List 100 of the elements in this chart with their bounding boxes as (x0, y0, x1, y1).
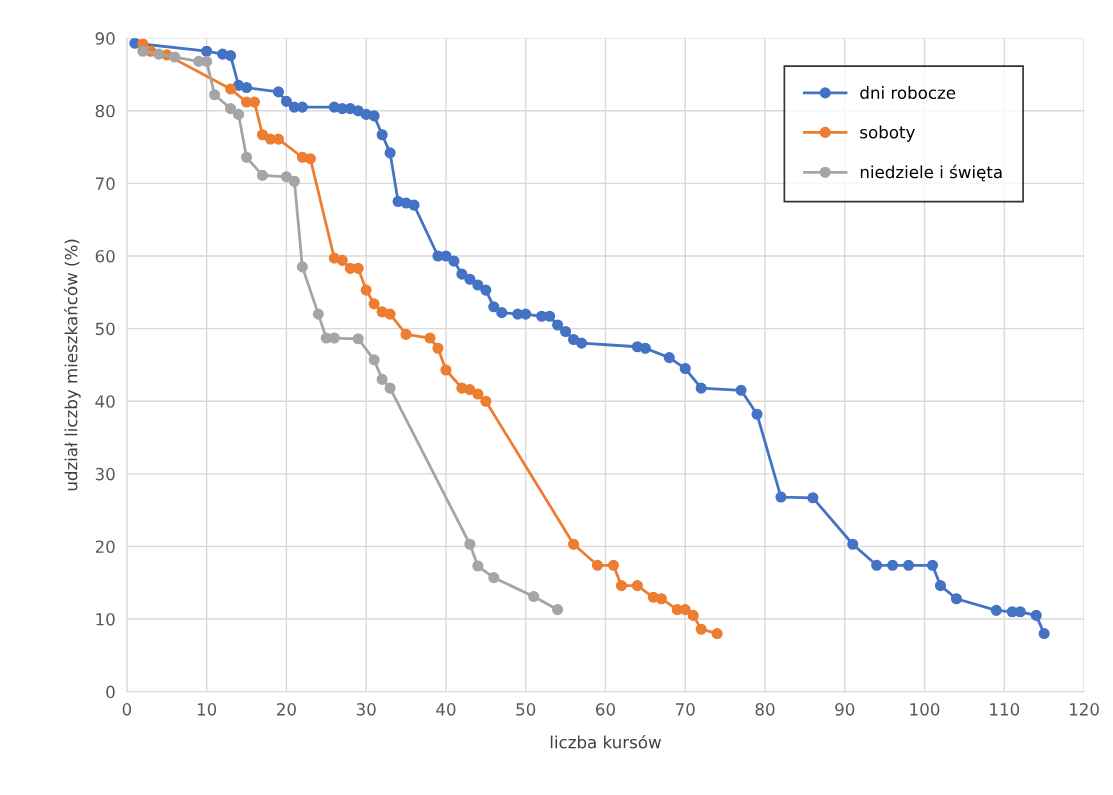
point (847, 538, 859, 550)
point (695, 623, 707, 635)
point (472, 388, 484, 400)
point (272, 86, 284, 98)
point (368, 110, 380, 122)
x-tick-label: 110 (990, 703, 1020, 716)
point (735, 384, 747, 396)
y-tick-label: 80 (95, 104, 115, 118)
legend-label: niedziele i święta (860, 164, 1002, 182)
y-tick-label: 70 (95, 177, 115, 190)
point (240, 151, 253, 163)
point (225, 103, 237, 115)
legend-label: soboty (860, 125, 915, 142)
y-tick-label: 90 (95, 32, 115, 45)
point (232, 108, 245, 120)
point (256, 169, 269, 181)
point (408, 199, 420, 211)
point (304, 153, 316, 165)
point (751, 408, 763, 420)
point (201, 55, 213, 67)
point (384, 382, 396, 394)
point (209, 89, 221, 101)
point (153, 48, 165, 60)
point (169, 51, 181, 63)
point (225, 83, 237, 95)
point (552, 319, 564, 331)
point (1038, 628, 1050, 640)
point (615, 580, 627, 592)
x-tick-label: 30 (356, 703, 376, 716)
point (472, 560, 484, 572)
y-tick-label: 10 (96, 613, 115, 626)
point (352, 105, 364, 117)
point (464, 273, 476, 285)
x-tick-label: 0 (122, 703, 132, 716)
point (639, 342, 651, 354)
point (496, 307, 508, 319)
point (472, 279, 484, 291)
point (352, 333, 364, 345)
point (336, 254, 348, 266)
point (384, 308, 396, 320)
point (480, 284, 492, 296)
point (288, 175, 300, 187)
point (568, 333, 580, 346)
point (368, 298, 380, 310)
point (871, 559, 883, 571)
x-tick-label: 40 (436, 703, 456, 716)
point (225, 50, 237, 62)
point (552, 604, 564, 616)
point (201, 45, 213, 57)
point (464, 538, 476, 550)
point (903, 559, 915, 571)
point (591, 559, 604, 571)
point (296, 261, 308, 273)
point (1030, 609, 1042, 621)
point (448, 255, 460, 267)
point (575, 337, 588, 349)
point (679, 362, 691, 375)
point (544, 310, 556, 322)
x-tick-label: 80 (755, 703, 775, 716)
x-tick-label: 50 (516, 703, 536, 716)
point (934, 580, 947, 592)
point (990, 604, 1002, 616)
point (568, 538, 580, 550)
point (456, 268, 468, 280)
point (695, 382, 707, 394)
point (480, 395, 492, 407)
point (280, 95, 292, 107)
point (775, 491, 787, 503)
point (424, 332, 436, 344)
point (560, 325, 572, 338)
point (687, 609, 699, 621)
point (360, 284, 372, 296)
y-axis-title: udział liczby mieszkańców (%) (63, 239, 81, 491)
point (488, 572, 500, 584)
point (312, 308, 324, 320)
x-tick-label: 90 (835, 703, 855, 716)
point (464, 384, 476, 396)
point (950, 593, 962, 605)
x-tick-label: 20 (277, 703, 296, 716)
x-tick-label: 120 (1069, 703, 1099, 716)
point (655, 593, 667, 605)
point (663, 352, 675, 364)
y-tick-label: 30 (95, 467, 115, 481)
y-tick-label: 40 (95, 395, 115, 408)
point (240, 81, 253, 94)
point (528, 590, 540, 603)
point (280, 171, 292, 183)
x-tick-label: 10 (197, 703, 217, 716)
legend-label: dni robocze (860, 86, 956, 99)
point (887, 559, 899, 571)
point (440, 364, 452, 376)
point (400, 328, 412, 340)
x-tick-label: 60 (596, 703, 615, 716)
point (384, 147, 396, 159)
point (488, 301, 500, 313)
point (137, 45, 149, 57)
x-axis-title: liczba kursów (550, 734, 661, 749)
point (376, 129, 388, 141)
point (368, 354, 380, 366)
y-tick-label: 20 (95, 540, 115, 553)
